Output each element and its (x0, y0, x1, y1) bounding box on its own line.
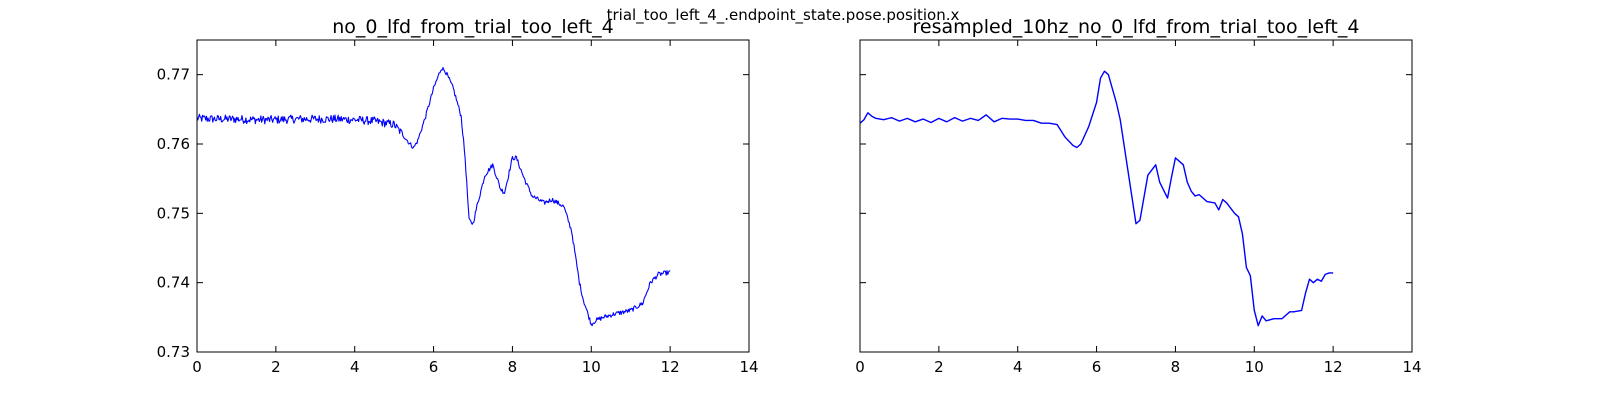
right-xtick-label-3: 6 (1092, 358, 1102, 376)
left-ytick-label-2: 0.75 (157, 204, 190, 222)
right-xtick-label-1: 2 (934, 358, 944, 376)
right-axes-frame (859, 39, 1413, 353)
right-xtick-label-5: 10 (1245, 358, 1264, 376)
left-ytick-label-1: 0.74 (157, 274, 190, 292)
right-xtick-label-7: 14 (1402, 358, 1421, 376)
left-xtick-label-7: 14 (739, 358, 758, 376)
left-xtick-label-2: 4 (350, 358, 360, 376)
right-xtick-label-6: 12 (1324, 358, 1343, 376)
right-xtick-label-0: 0 (855, 358, 865, 376)
right-xtick-label-4: 8 (1171, 358, 1181, 376)
left-xtick-label-6: 12 (661, 358, 680, 376)
left-axes-frame (196, 39, 750, 353)
right-xtick-label-2: 4 (1013, 358, 1023, 376)
right-series-line-0 (859, 70, 1334, 327)
subplot-right: resampled_10hz_no_0_lfd_from_trial_too_l… (855, 16, 1421, 376)
subplot-left: no_0_lfd_from_trial_too_left_4 0 2 4 6 8 10 12 1… (157, 16, 759, 376)
left-ytick-label-0: 0.73 (157, 343, 190, 361)
left-xtick-label-0: 0 (192, 358, 202, 376)
left-series-line-0 (196, 66, 671, 327)
right-subplot-title: resampled_10hz_no_0_lfd_from_trial_too_l… (913, 16, 1360, 38)
left-ytick-label-3: 0.76 (157, 135, 190, 153)
left-ytick-label-4: 0.77 (157, 66, 190, 84)
left-xtick-label-1: 2 (271, 358, 281, 376)
left-xtick-label-3: 6 (429, 358, 439, 376)
figure-suptitle: trial_too_left_4_.endpoint_state.pose.po… (607, 6, 960, 25)
left-xtick-label-4: 8 (508, 358, 518, 376)
left-xtick-label-5: 10 (582, 358, 601, 376)
left-subplot-title: no_0_lfd_from_trial_too_left_4 (332, 16, 614, 38)
